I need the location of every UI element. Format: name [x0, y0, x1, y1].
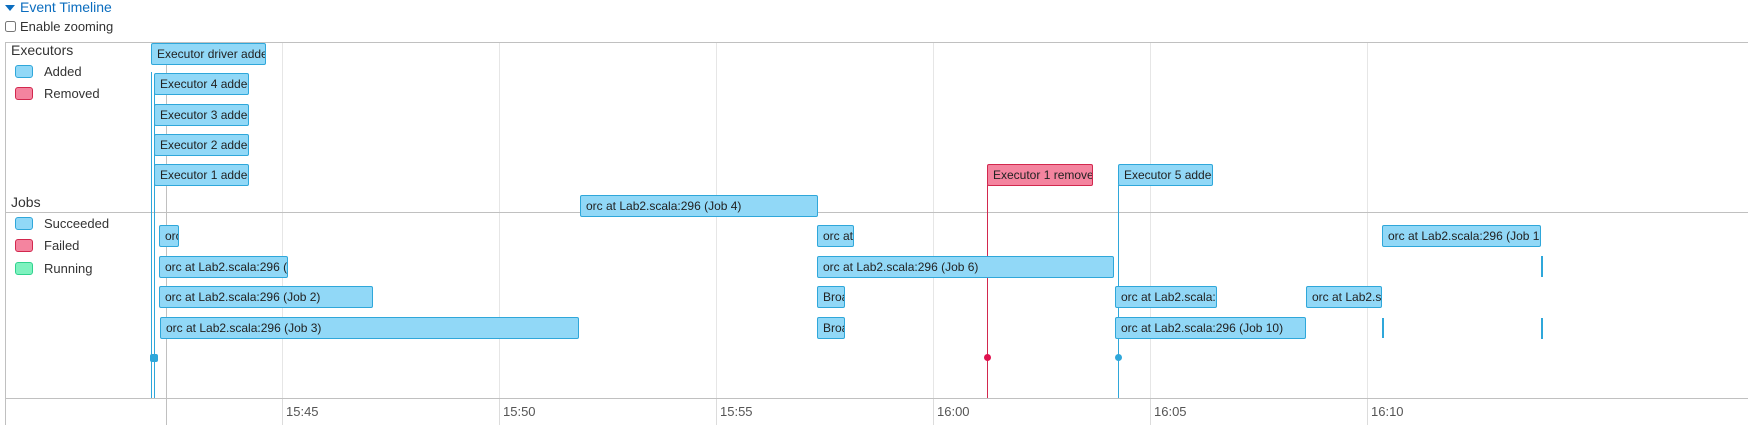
legend-swatch-added	[15, 64, 33, 78]
axis-tick-label: 15:55	[720, 404, 753, 419]
job-mark[interactable]	[1541, 318, 1543, 339]
job-bar[interactable]: orc at Lab2.scala:296 (Job 9)	[1115, 286, 1217, 308]
job-bar[interactable]: Broadcast	[817, 317, 845, 339]
event-timeline-toggle[interactable]: Event Timeline	[5, 0, 112, 15]
executor-event[interactable]: Executor 1 added	[154, 164, 249, 186]
event-line-executor-driver	[151, 72, 152, 398]
axis-tick	[933, 399, 934, 425]
event-timeline[interactable]: Executors Added Removed Jobs Succeeded F…	[5, 42, 1748, 425]
executor-event[interactable]: Executor 5 added	[1118, 164, 1213, 186]
axis-tick-label: 15:50	[503, 404, 536, 419]
job-bar[interactable]: orc at Lab2.scala:296 (Job 2)	[159, 286, 373, 308]
timeline-border-top	[5, 42, 1748, 43]
gridline	[499, 42, 500, 398]
executor-event[interactable]: Executor 4 added	[154, 73, 249, 95]
axis-tick	[282, 399, 283, 425]
legend-swatch-removed	[15, 86, 33, 100]
legend-removed: Removed	[15, 85, 100, 101]
job-bar[interactable]: orc at Lab2.scala:296 (Job 13)	[1382, 225, 1541, 247]
legend-label: Failed	[44, 237, 80, 253]
enable-zooming-label: Enable zooming	[20, 19, 114, 34]
job-bar[interactable]: orc at Lab2.scala:296 (Job 11)	[1306, 286, 1382, 308]
gridline	[933, 42, 934, 398]
job-bar[interactable]: orc at Lab2.scala:296 (Job 10)	[1115, 317, 1306, 339]
job-bar[interactable]: orc at Lab2.scala:296 (Job 3)	[160, 317, 579, 339]
axis-tick	[1367, 399, 1368, 425]
caret-down-icon	[5, 4, 15, 11]
event-timeline-title: Event Timeline	[20, 0, 112, 15]
gridline	[282, 42, 283, 398]
legend-failed: Failed	[15, 237, 79, 253]
axis-tick-label: 15:45	[286, 404, 319, 419]
job-bar[interactable]: orc at Lab2.scala:296 (Job 5)	[817, 225, 854, 247]
group-title-jobs: Jobs	[11, 194, 41, 210]
axis-tick-label: 16:10	[1371, 404, 1404, 419]
group-title-executors: Executors	[11, 42, 74, 58]
legend-label: Removed	[44, 85, 100, 101]
gridline	[1367, 42, 1368, 398]
axis-tick	[499, 399, 500, 425]
job-bar[interactable]: Broadcast	[817, 286, 845, 308]
job-bar[interactable]: orc at Lab2.scala:296 (Job 6)	[817, 256, 1114, 278]
axis-tick	[1150, 399, 1151, 425]
event-marker-removed[interactable]	[984, 354, 991, 361]
legend-succeeded: Succeeded	[15, 215, 109, 231]
event-marker[interactable]	[150, 354, 158, 362]
executor-event[interactable]: Executor 3 added	[154, 104, 249, 126]
job-bar[interactable]: orc at Lab2.scala:296 (Job 0)	[159, 225, 179, 247]
enable-zooming-control[interactable]: Enable zooming	[5, 19, 113, 34]
legend-running: Running	[15, 260, 92, 276]
job-mark[interactable]	[1382, 318, 1384, 338]
axis-tick-label: 16:05	[1154, 404, 1187, 419]
job-mark[interactable]	[1541, 256, 1543, 277]
legend-label: Added	[44, 63, 82, 79]
legend-added: Added	[15, 63, 82, 79]
event-line-executors	[154, 87, 155, 398]
executor-event[interactable]: Executor 1 removed	[987, 164, 1093, 186]
legend-label: Succeeded	[44, 215, 110, 231]
job-bar[interactable]: orc at Lab2.scala:296 (Job 1)	[159, 256, 288, 278]
timeline-border-left	[5, 42, 6, 425]
legend-swatch-failed	[15, 238, 33, 252]
gridline	[716, 42, 717, 398]
time-axis-line	[5, 398, 1748, 399]
legend-swatch-succeeded	[15, 216, 33, 230]
gridline	[1150, 42, 1151, 398]
event-line-executor-1-removed	[987, 185, 988, 398]
executor-event[interactable]: Executor driver added	[151, 43, 266, 65]
legend-swatch-running	[15, 261, 33, 275]
executor-event[interactable]: Executor 2 added	[154, 134, 249, 156]
legend-label: Running	[44, 260, 93, 276]
job-bar[interactable]: orc at Lab2.scala:296 (Job 4)	[580, 195, 818, 217]
event-marker-added[interactable]	[1115, 354, 1122, 361]
axis-tick	[716, 399, 717, 425]
enable-zooming-checkbox[interactable]	[5, 21, 16, 32]
axis-tick-label: 16:00	[937, 404, 970, 419]
group-divider	[5, 212, 1748, 213]
